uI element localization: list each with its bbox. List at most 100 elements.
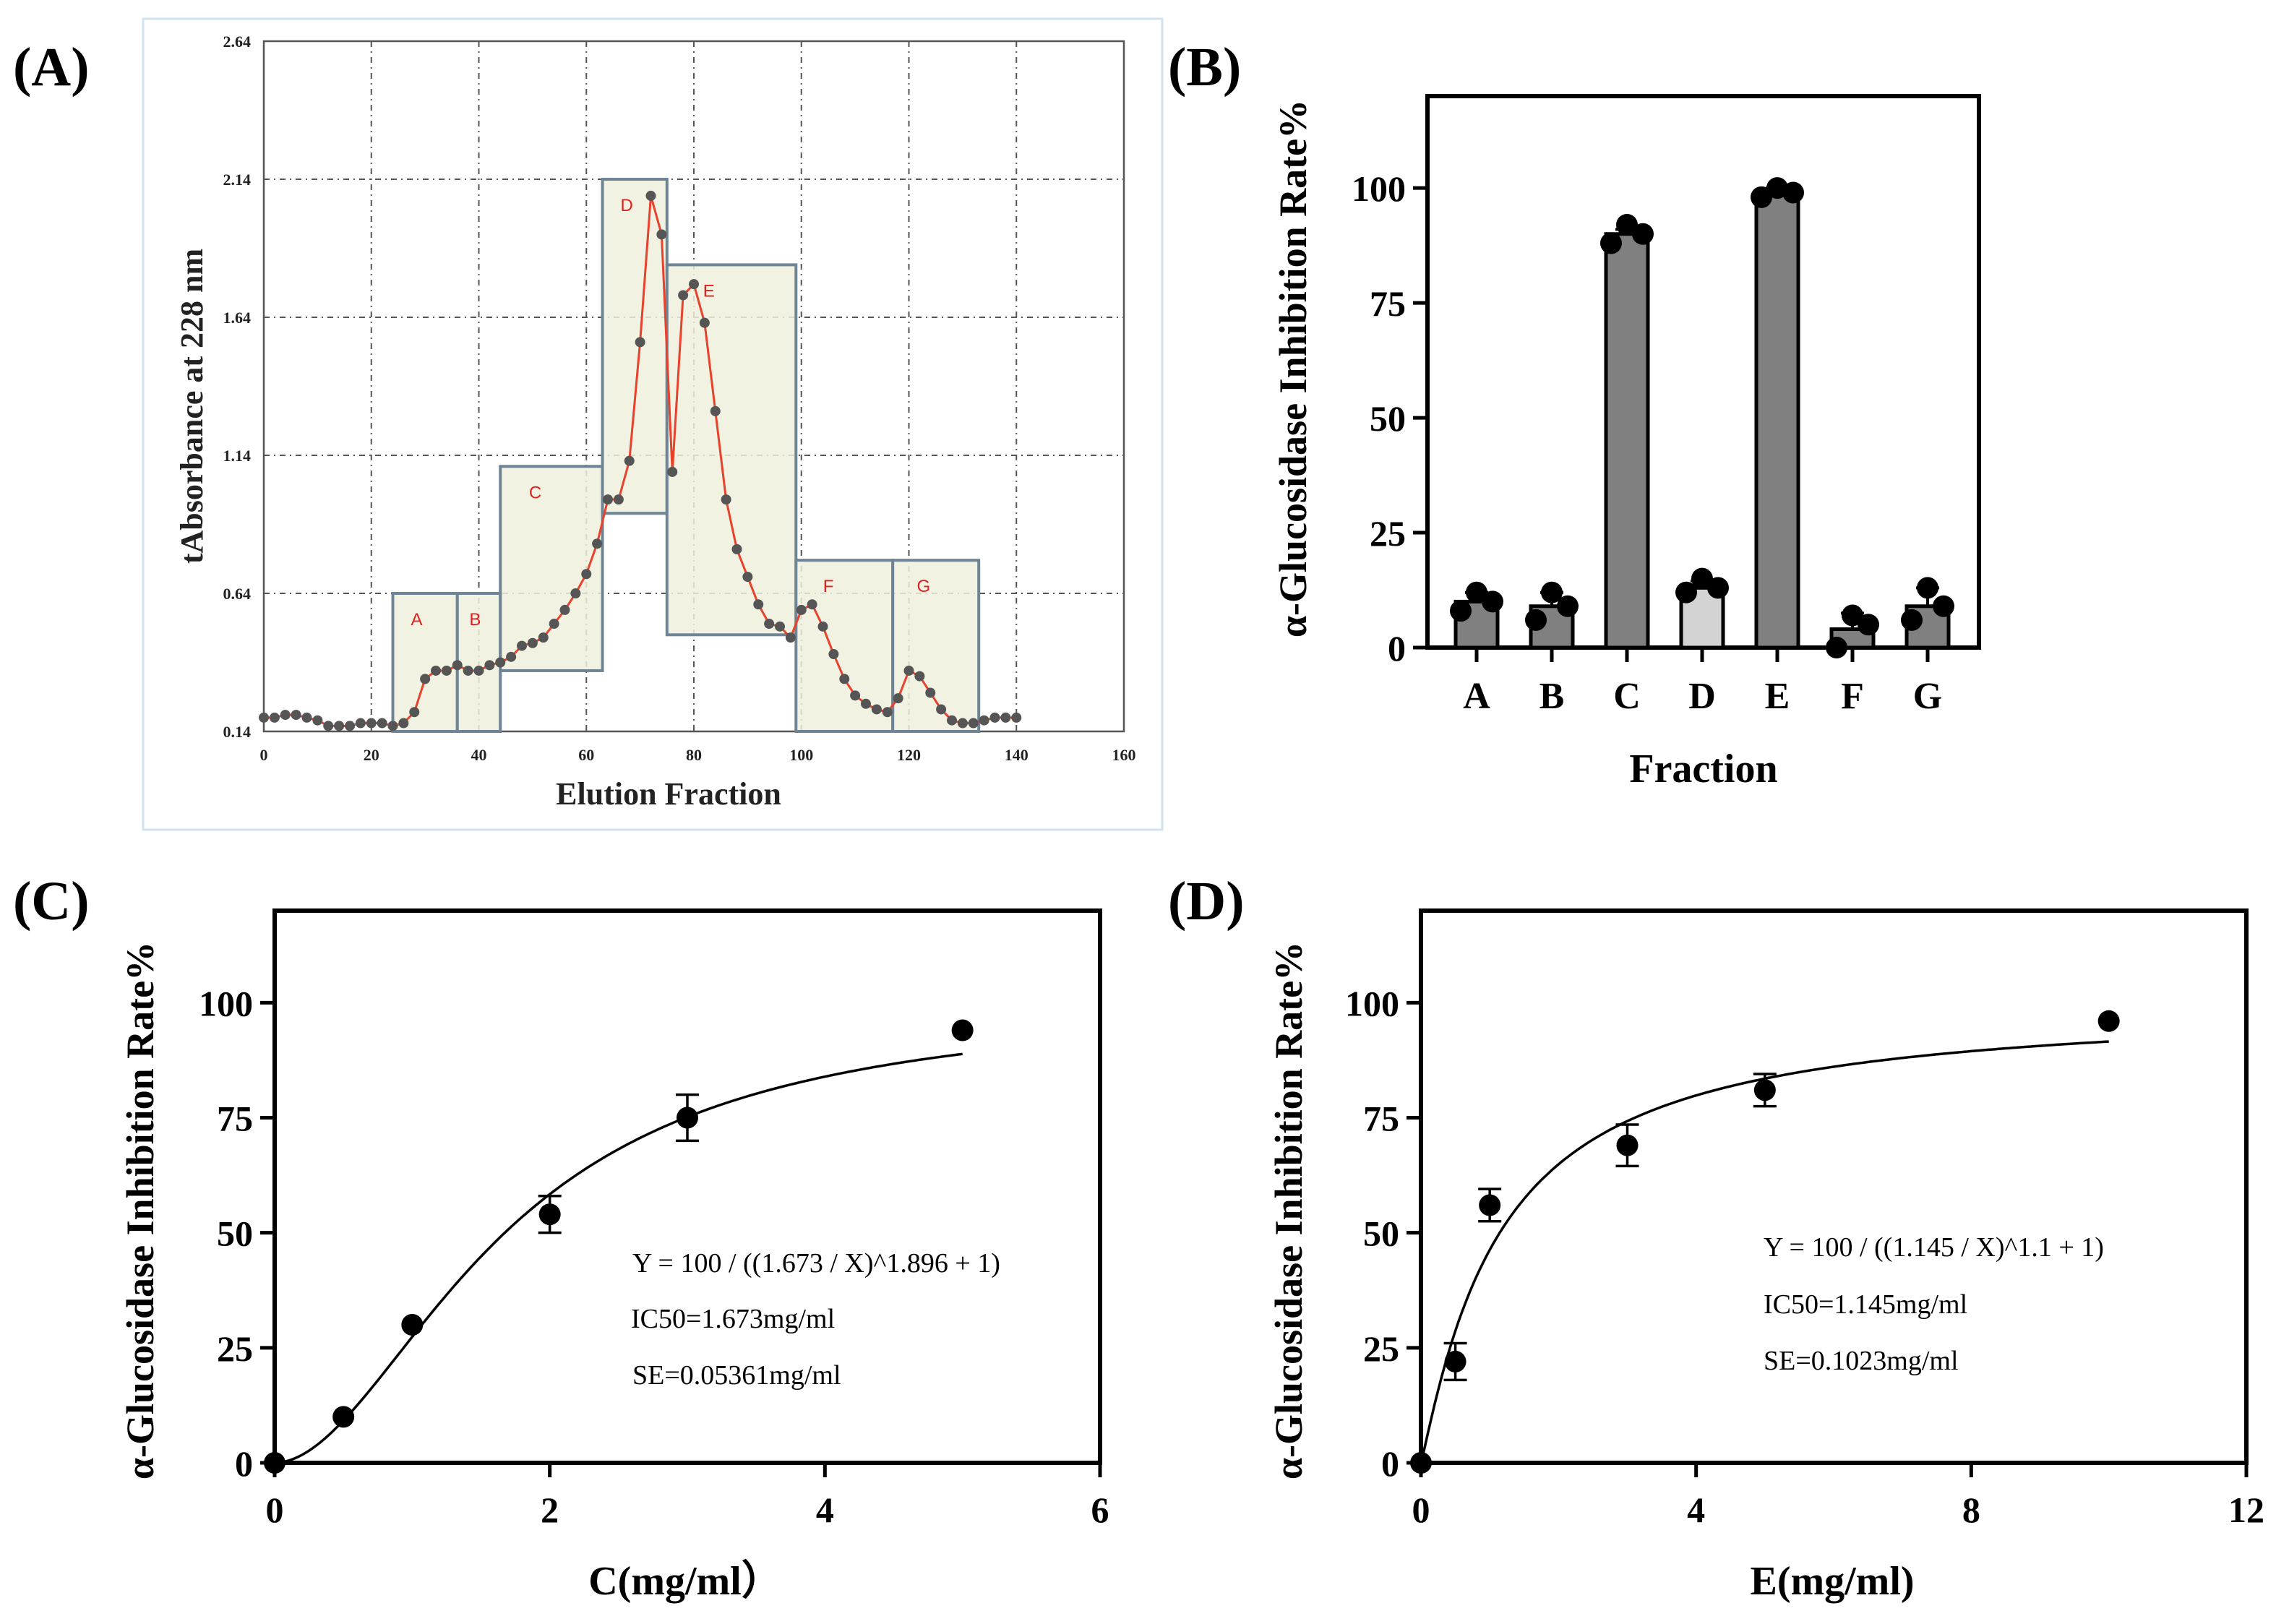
chart-b-ytick-label: 25	[1370, 513, 1406, 554]
chart-a-ytick-label: 0.64	[223, 585, 252, 603]
chart-a-ytick-label: 2.14	[223, 171, 252, 189]
chart-a-point	[570, 588, 581, 598]
chart-a-point	[828, 649, 839, 660]
chart-a-point	[280, 710, 291, 721]
chart-d-point	[1753, 1079, 1776, 1101]
chart-c-xlabel: C(mg/ml）	[588, 1558, 782, 1604]
chart-a-point	[366, 718, 377, 729]
chart-a-fraction-label: G	[917, 577, 931, 596]
chart-d-point	[1444, 1350, 1466, 1372]
chart-a-point	[473, 665, 484, 676]
chart-a-point	[775, 621, 785, 632]
chart-b-replicate-point	[1858, 614, 1879, 636]
chart-c-annotation-se: SE=0.05361mg/ml	[632, 1360, 841, 1391]
chart-b-xtick-label: F	[1841, 676, 1864, 717]
chart-d-annotation-ic50: IC50=1.145mg/ml	[1764, 1289, 1967, 1320]
chart-a-point	[689, 279, 699, 290]
chart-b-replicate-point	[1751, 186, 1772, 208]
chart-a-point	[1000, 712, 1011, 723]
chart-a-ytick-label: 2.64	[223, 33, 252, 51]
chart-a-point	[269, 712, 280, 723]
chart-b-replicate-point	[1691, 567, 1713, 590]
chart-a-point	[979, 715, 989, 726]
chart-b-replicate-point	[1632, 223, 1654, 245]
chart-a-point	[323, 721, 334, 731]
chart-b-replicate-point	[1482, 590, 1503, 613]
chart-c-point	[401, 1314, 424, 1336]
chart-a: A B C D E F G 0 20 40 60 80 100 120 140 160 0.14 0.64 1.1…	[142, 17, 1164, 831]
chart-b-frame	[1425, 94, 1981, 650]
chart-a-point	[699, 317, 710, 328]
chart-d-ytick-label: 100	[1345, 983, 1399, 1023]
chart-c-ytick-label: 0	[235, 1443, 253, 1484]
chart-a-point	[989, 712, 1000, 723]
chart-c-fit-curve	[274, 1052, 963, 1464]
chart-a-point	[441, 665, 452, 676]
chart-c-point	[677, 1107, 698, 1129]
chart-a-xtick-label: 0	[260, 746, 268, 764]
chart-b-xtick-label: D	[1688, 676, 1716, 717]
chart-b-replicate-point	[1917, 577, 1938, 599]
chart-b-replicate-point	[1466, 581, 1487, 603]
chart-a-point	[549, 619, 559, 630]
chart-d-xtick-label: 12	[2228, 1490, 2264, 1530]
chart-a-point	[484, 660, 495, 671]
chart-a-point	[592, 538, 603, 549]
chart-d-ytick-label: 75	[1363, 1099, 1399, 1139]
chart-a-ylabel: tAbsorbance at 228 nm	[174, 249, 210, 564]
chart-a-fraction-box	[891, 559, 981, 733]
chart-a-point	[452, 660, 463, 671]
chart-a-point	[947, 715, 957, 726]
chart-a-point	[645, 190, 656, 201]
chart-d-xtick-label: 0	[1412, 1490, 1430, 1530]
chart-c-ylabel: α-Glucosidase Inhibition Rate%	[119, 942, 162, 1479]
chart-a-point	[807, 599, 817, 610]
panel-label-c: (C)	[13, 871, 90, 932]
chart-a-ytick-label: 1.14	[223, 447, 252, 465]
chart-c-ytick-label: 50	[217, 1213, 253, 1254]
chart-a-xtick-label: 100	[789, 746, 813, 764]
chart-a-point	[785, 632, 796, 643]
chart-a-ytick-label: 0.14	[223, 723, 252, 741]
chart-c-xtick-label: 0	[266, 1490, 284, 1530]
chart-d-ytick-label: 25	[1363, 1328, 1399, 1369]
panel-label-a: (A)	[13, 37, 90, 98]
chart-a-point	[678, 290, 689, 301]
chart-a-point	[968, 718, 979, 729]
chart-b: 0 25 50 75 100 A B C D E F G Fraction α-Glucosidase…	[1271, 94, 1981, 791]
chart-d-xtick-label: 4	[1687, 1490, 1705, 1530]
chart-c-point	[332, 1406, 355, 1428]
chart-a-xtick-label: 80	[686, 746, 702, 764]
chart-b-ytick-label: 0	[1388, 628, 1406, 669]
panel-label-b: (B)	[1168, 37, 1241, 98]
chart-b-plot: 0 25 50 75 100 A B C D E F G	[1352, 94, 1981, 717]
chart-b-replicate-point	[1782, 181, 1804, 204]
chart-b-xtick-label: A	[1463, 676, 1490, 717]
chart-a-point	[377, 718, 387, 729]
chart-d-xtick-label: 8	[1962, 1490, 1980, 1530]
chart-a-point	[667, 466, 678, 477]
chart-a-fraction-label: A	[411, 610, 422, 630]
chart-a-fraction-box	[665, 263, 798, 637]
chart-a-point	[903, 665, 914, 676]
chart-b-bar	[1604, 232, 1650, 650]
chart-a-point	[301, 712, 312, 723]
chart-a-point	[850, 690, 861, 701]
chart-a-point	[742, 572, 753, 583]
chart-a-point	[527, 637, 538, 648]
chart-a-point	[893, 693, 903, 704]
chart-a-point	[538, 632, 549, 643]
chart-c-xtick-label: 2	[541, 1490, 559, 1530]
chart-a-point	[559, 604, 570, 615]
chart-a-point	[925, 687, 936, 698]
chart-b-replicate-point	[1450, 600, 1472, 622]
chart-d-xlabel: E(mg/ml)	[1750, 1559, 1914, 1604]
chart-d-point	[2097, 1010, 2120, 1032]
chart-a-point	[420, 674, 431, 684]
chart-a-point	[936, 704, 947, 715]
chart-a-point	[581, 569, 592, 580]
chart-b-replicate-point	[1525, 609, 1547, 631]
chart-b-xlabel: Fraction	[1629, 747, 1777, 791]
chart-a-point	[764, 619, 775, 630]
chart-b-replicate-point	[1842, 604, 1863, 627]
